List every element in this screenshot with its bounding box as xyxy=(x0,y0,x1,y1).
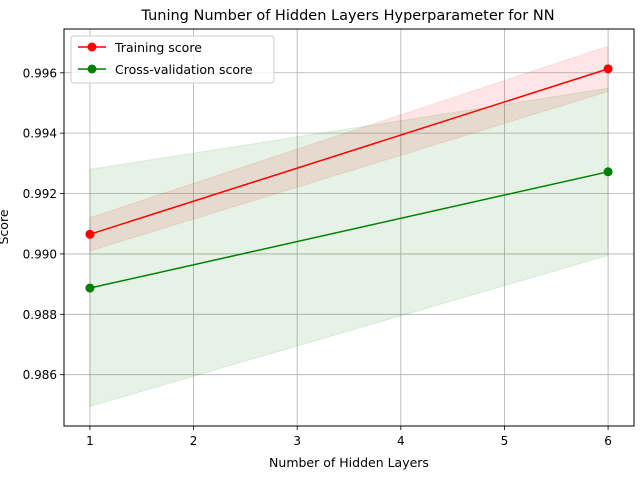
band-series-0 xyxy=(89,45,609,252)
axis-ticks: 1 2 3 4 5 6 0.986 0.988 0.990 0.992 0.994 0.996 xyxy=(23,66,612,448)
grid xyxy=(64,29,634,426)
chart-title: Tuning Number of Hidden Layers Hyperpara… xyxy=(140,8,554,24)
x-tick-label: 1 xyxy=(86,434,94,448)
legend-swatch-training-marker xyxy=(87,42,97,52)
band-series-1 xyxy=(89,87,609,408)
point-series-0-1 xyxy=(603,64,613,74)
legend-label-training: Training score xyxy=(114,40,202,55)
x-tick-label: 5 xyxy=(501,434,509,448)
legend: Training score Cross-validation score xyxy=(70,35,275,84)
x-axis-label: Number of Hidden Layers xyxy=(269,455,429,470)
y-tick-label: 0.992 xyxy=(23,187,57,201)
legend-swatch-cv-marker xyxy=(87,64,97,74)
point-series-1-0 xyxy=(85,283,95,293)
y-tick-label: 0.994 xyxy=(23,127,57,141)
y-tick-label: 0.988 xyxy=(23,308,57,322)
confidence-bands xyxy=(89,45,609,408)
legend-label-cv: Cross-validation score xyxy=(115,62,253,77)
plot-frame xyxy=(63,28,635,427)
x-tick-label: 3 xyxy=(293,434,301,448)
series-lines xyxy=(85,64,613,293)
line-series-1 xyxy=(89,171,609,289)
x-tick-label: 2 xyxy=(190,434,198,448)
x-tick-label: 4 xyxy=(397,434,405,448)
plot-area xyxy=(64,29,634,426)
y-tick-label: 0.990 xyxy=(23,247,57,261)
y-tick-label: 0.996 xyxy=(23,66,57,80)
y-axis-label: Score xyxy=(0,209,11,244)
legend-frame xyxy=(70,35,275,84)
point-series-1-1 xyxy=(603,167,613,177)
x-tick-label: 6 xyxy=(604,434,612,448)
y-tick-label: 0.986 xyxy=(23,368,57,382)
line-series-0 xyxy=(89,68,609,236)
point-series-0-0 xyxy=(85,229,95,239)
